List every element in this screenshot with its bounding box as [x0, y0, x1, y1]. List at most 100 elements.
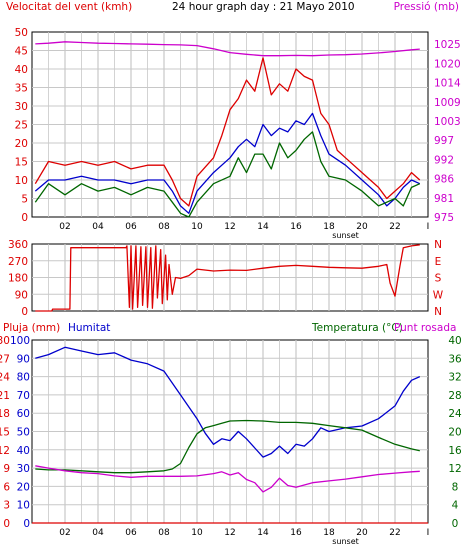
hour-tick-label: 18	[323, 222, 335, 232]
direction-degree-ticks: 0 90 180 270 360	[8, 239, 28, 318]
speed-line	[34, 131, 421, 218]
direction-degree-label: 360	[8, 239, 28, 251]
wind-speed-ticks: 0 5 10 15 20 25 30 35 40 45 50	[15, 27, 28, 224]
pressure-tick-label: 1014	[434, 78, 461, 90]
rain-tick-label: 15	[0, 427, 10, 439]
humidity-axis-title: Humitat	[68, 322, 110, 334]
wind-panel-grid	[32, 32, 428, 217]
humidity-tick-label: 30	[17, 463, 30, 475]
wind-speed-tick-label: 20	[15, 138, 28, 150]
wind-speed-tick-label: 15	[15, 157, 28, 169]
compass-point-label: N	[434, 239, 442, 251]
hour-tick-label: 06	[125, 222, 137, 232]
wind-speed-tick-label: 45	[15, 46, 28, 58]
temperature-tick-label: 20	[448, 427, 461, 439]
humidity-tick-label: 10	[17, 500, 30, 512]
wind-speed-tick-label: 50	[15, 27, 28, 39]
hour-tick-label: 06	[125, 528, 137, 538]
wind-speed-tick-label: 25	[15, 120, 28, 132]
rain-tick-label: 6	[3, 481, 10, 493]
temperature-axis-title: Temperatura (°C)	[311, 322, 403, 334]
temperature-line	[35, 465, 420, 493]
hour-tick-label: 10	[191, 222, 203, 232]
pressure-tick-label: 1020	[434, 58, 461, 70]
temperature-ticks: 0 4 8 12 16 20 24 28 32 36 40	[448, 335, 462, 530]
wind-speed-tick-label: 35	[15, 83, 28, 95]
rain-tick-label: 0	[3, 518, 10, 530]
direction-line	[35, 244, 420, 312]
rain-tick-label: 21	[0, 390, 10, 402]
direction-degree-label: 0	[21, 306, 28, 318]
temperature-tick-label: 4	[452, 500, 459, 512]
graph-title: 24 hour graph day : 21 Mayo 2010	[172, 1, 355, 13]
end-tick-label: I	[427, 222, 430, 232]
hour-tick-label: 02	[59, 222, 70, 232]
temperature-tick-label: 8	[452, 481, 459, 493]
sunset-label: sunset	[332, 231, 359, 240]
pressure-line	[35, 41, 420, 57]
wind-speed-tick-label: 40	[15, 64, 28, 76]
humidity-tick-label: 80	[17, 372, 30, 384]
pressure-tick-label: 986	[434, 174, 454, 186]
humidity-tick-label: 100	[10, 335, 30, 347]
pressure-tick-label: 981	[434, 193, 454, 205]
wind-pressure-panel: 0 5 10 15 20 25 30 35 40 45 50 975 981 986 992 997 1003…	[15, 27, 461, 240]
rain-tick-label: 18	[0, 408, 10, 420]
pressure-tick-label: 975	[434, 212, 454, 224]
hour-tick-label: 16	[290, 528, 302, 538]
hour-tick-label: 18	[323, 528, 335, 538]
compass-point-label: N	[434, 306, 442, 318]
hour-tick-label: 12	[224, 222, 235, 232]
pressure-tick-label: 997	[434, 135, 454, 147]
rain-tick-label: 3	[3, 500, 10, 512]
hour-tick-label: 14	[257, 222, 269, 232]
compass-point-label: S	[435, 273, 442, 285]
hour-tick-label: 22	[389, 528, 400, 538]
hour-tick-label: 16	[290, 222, 302, 232]
temperature-tick-label: 0	[452, 518, 459, 530]
rain-tick-label: 30	[0, 335, 10, 347]
direction-degree-label: 180	[8, 273, 28, 285]
compass-point-label: W	[433, 289, 444, 301]
gust-line	[34, 57, 421, 207]
humidity-temperature-panel: 036912151821242730 010203040506070809010…	[0, 335, 462, 546]
temperature-tick-label: 36	[448, 353, 462, 365]
hour-tick-label: 08	[158, 222, 170, 232]
climate-panel-series	[32, 346, 428, 524]
wind-speed-tick-label: 0	[21, 212, 28, 224]
humidity-line	[35, 346, 421, 458]
compass-point-label: E	[435, 256, 442, 268]
humidity-tick-label: 40	[17, 445, 30, 457]
pressure-ticks: 975 981 986 992 997 1003 1009 1014 1020 1025	[434, 39, 461, 224]
humidity-tick-label: 50	[17, 427, 30, 439]
pressure-tick-label: 1025	[434, 39, 461, 51]
pressure-axis-title: Pressió (mb)	[394, 1, 459, 13]
humidity-tick-label: 70	[17, 390, 30, 402]
direction-degree-label: 270	[8, 256, 28, 268]
direction-degree-label: 90	[15, 289, 28, 301]
rain-ticks: 0 3 6 9 12 15 18 21 24 27 30	[0, 335, 10, 530]
hour-tick-label: 14	[257, 528, 269, 538]
wind-speed-tick-label: 5	[21, 194, 28, 206]
dewpoint-axis-title: Punt rosada	[394, 322, 456, 334]
temperature-tick-label: 12	[448, 463, 461, 475]
wind-speed-tick-label: 30	[15, 101, 28, 113]
rain-tick-label: 12	[0, 445, 10, 457]
humidity-tick-label: 0	[23, 518, 30, 530]
direction-panel-grid	[32, 244, 428, 311]
humidity-ticks: 0 10 20 30 40 50 60 70 80 90 100	[10, 335, 30, 530]
wind-speed-axis-title: Velocitat del vent (kmh)	[6, 1, 132, 13]
rain-tick-label: 24	[0, 372, 10, 384]
direction-panel-series	[35, 244, 420, 312]
rain-axis-title: Pluja (mm)	[3, 322, 60, 334]
hour-tick-label: 12	[224, 528, 235, 538]
wind-panel-series	[34, 41, 421, 218]
pressure-tick-label: 992	[434, 154, 454, 166]
rain-tick-label: 27	[0, 353, 10, 365]
end-tick-label: I	[427, 528, 430, 538]
